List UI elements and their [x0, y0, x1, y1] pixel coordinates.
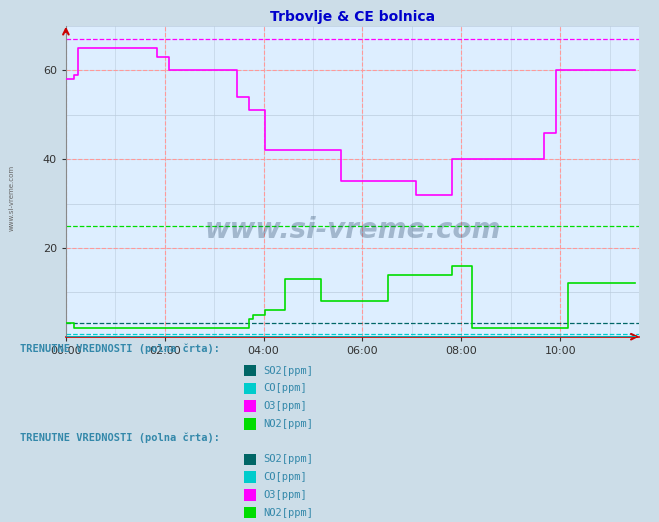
Title: Trbovlje & CE bolnica: Trbovlje & CE bolnica [270, 9, 435, 23]
Text: TRENUTNE VREDNOSTI (polna črta):: TRENUTNE VREDNOSTI (polna črta): [20, 433, 219, 443]
Text: SO2[ppm]: SO2[ppm] [264, 454, 314, 465]
Text: NO2[ppm]: NO2[ppm] [264, 419, 314, 429]
Text: www.si-vreme.com: www.si-vreme.com [204, 216, 501, 244]
Text: SO2[ppm]: SO2[ppm] [264, 365, 314, 376]
Text: O3[ppm]: O3[ppm] [264, 490, 307, 500]
Text: O3[ppm]: O3[ppm] [264, 401, 307, 411]
Text: CO[ppm]: CO[ppm] [264, 472, 307, 482]
Text: NO2[ppm]: NO2[ppm] [264, 507, 314, 518]
Text: www.si-vreme.com: www.si-vreme.com [9, 165, 15, 231]
Text: TRENUTNE VREDNOSTI (polna črta):: TRENUTNE VREDNOSTI (polna črta): [20, 344, 219, 354]
Text: CO[ppm]: CO[ppm] [264, 383, 307, 394]
